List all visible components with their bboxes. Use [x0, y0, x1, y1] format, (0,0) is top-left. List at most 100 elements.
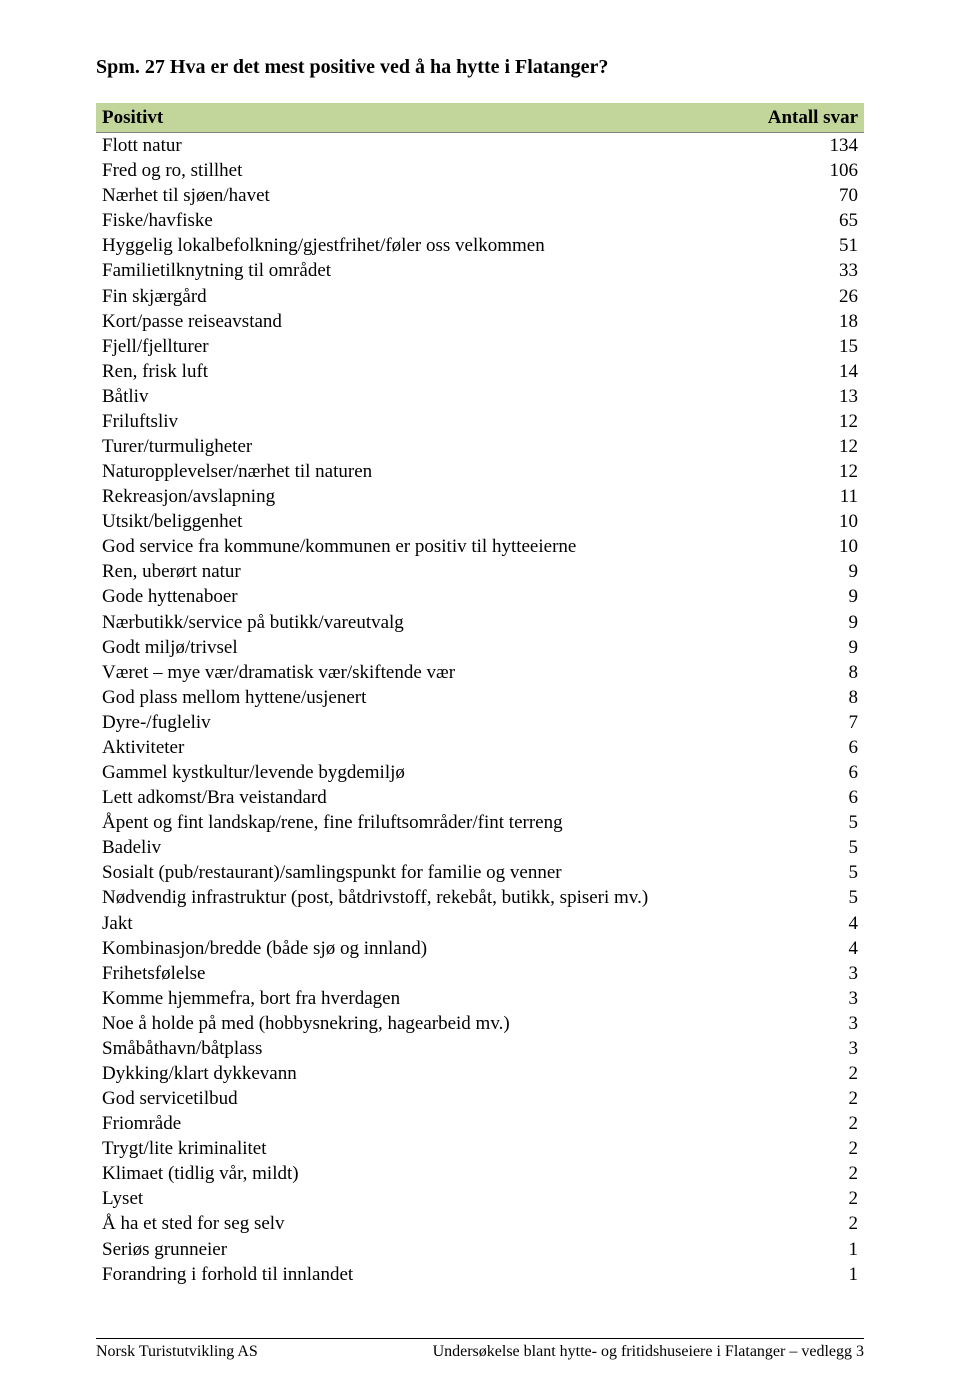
table-row: Seriøs grunneier1 [96, 1237, 864, 1262]
row-value: 3 [745, 986, 864, 1011]
row-value: 2 [745, 1136, 864, 1161]
table-row: God servicetilbud2 [96, 1086, 864, 1111]
row-label: God service fra kommune/kommunen er posi… [96, 534, 745, 559]
row-value: 5 [745, 860, 864, 885]
row-value: 9 [745, 559, 864, 584]
table-row: Ren, uberørt natur9 [96, 559, 864, 584]
row-value: 1 [745, 1262, 864, 1287]
row-value: 33 [745, 258, 864, 283]
row-label: Nærbutikk/service på butikk/vareutvalg [96, 610, 745, 635]
row-label: Fiske/havfiske [96, 208, 745, 233]
row-label: Godt miljø/trivsel [96, 635, 745, 660]
row-value: 106 [745, 158, 864, 183]
row-label: Åpent og fint landskap/rene, fine friluf… [96, 810, 745, 835]
row-label: God servicetilbud [96, 1086, 745, 1111]
row-value: 26 [745, 284, 864, 309]
row-label: Været – mye vær/dramatisk vær/skiftende … [96, 660, 745, 685]
row-value: 2 [745, 1186, 864, 1211]
row-label: Hyggelig lokalbefolkning/gjestfrihet/føl… [96, 233, 745, 258]
table-row: Nærhet til sjøen/havet70 [96, 183, 864, 208]
row-label: Kombinasjon/bredde (både sjø og innland) [96, 936, 745, 961]
table-row: Gode hyttenaboer9 [96, 584, 864, 609]
table-row: Friområde2 [96, 1111, 864, 1136]
table-row: Åpent og fint landskap/rene, fine friluf… [96, 810, 864, 835]
row-label: Nærhet til sjøen/havet [96, 183, 745, 208]
row-label: Noe å holde på med (hobbysnekring, hagea… [96, 1011, 745, 1036]
row-value: 10 [745, 509, 864, 534]
table-row: Fiske/havfiske65 [96, 208, 864, 233]
row-value: 13 [745, 384, 864, 409]
row-label: Friområde [96, 1111, 745, 1136]
row-value: 4 [745, 911, 864, 936]
row-label: Gode hyttenaboer [96, 584, 745, 609]
page: Spm. 27 Hva er det mest positive ved å h… [0, 0, 960, 1397]
col-header-positivt: Positivt [96, 103, 745, 133]
row-label: Fjell/fjellturer [96, 334, 745, 359]
row-value: 2 [745, 1161, 864, 1186]
table-row: Fred og ro, stillhet106 [96, 158, 864, 183]
table-row: Hyggelig lokalbefolkning/gjestfrihet/føl… [96, 233, 864, 258]
table-row: Trygt/lite kriminalitet2 [96, 1136, 864, 1161]
row-value: 65 [745, 208, 864, 233]
table-row: God service fra kommune/kommunen er posi… [96, 534, 864, 559]
row-label: Friluftsliv [96, 409, 745, 434]
row-label: Sosialt (pub/restaurant)/samlingspunkt f… [96, 860, 745, 885]
table-row: Klimaet (tidlig vår, mildt)2 [96, 1161, 864, 1186]
row-label: Frihetsfølelse [96, 961, 745, 986]
row-label: God plass mellom hyttene/usjenert [96, 685, 745, 710]
table-row: Været – mye vær/dramatisk vær/skiftende … [96, 660, 864, 685]
table-row: Dykking/klart dykkevann2 [96, 1061, 864, 1086]
row-label: Lyset [96, 1186, 745, 1211]
row-label: Rekreasjon/avslapning [96, 484, 745, 509]
table-row: Komme hjemmefra, bort fra hverdagen3 [96, 986, 864, 1011]
row-value: 1 [745, 1237, 864, 1262]
table-row: Fin skjærgård26 [96, 284, 864, 309]
row-value: 2 [745, 1111, 864, 1136]
row-value: 5 [745, 835, 864, 860]
row-value: 7 [745, 710, 864, 735]
row-label: Ren, frisk luft [96, 359, 745, 384]
row-value: 3 [745, 1036, 864, 1061]
table-row: Badeliv5 [96, 835, 864, 860]
page-footer: Norsk Turistutvikling AS Undersøkelse bl… [96, 1338, 864, 1361]
table-row: Kombinasjon/bredde (både sjø og innland)… [96, 936, 864, 961]
row-label: Utsikt/beliggenhet [96, 509, 745, 534]
row-value: 6 [745, 735, 864, 760]
row-label: Fin skjærgård [96, 284, 745, 309]
row-label: Turer/turmuligheter [96, 434, 745, 459]
table-row: Å ha et sted for seg selv2 [96, 1211, 864, 1236]
table-row: Båtliv13 [96, 384, 864, 409]
row-value: 5 [745, 885, 864, 910]
row-label: Fred og ro, stillhet [96, 158, 745, 183]
row-value: 9 [745, 635, 864, 660]
row-value: 2 [745, 1061, 864, 1086]
table-row: Gammel kystkultur/levende bygdemiljø6 [96, 760, 864, 785]
row-label: Komme hjemmefra, bort fra hverdagen [96, 986, 745, 1011]
table-row: Småbåthavn/båtplass3 [96, 1036, 864, 1061]
table-row: Familietilknytning til området33 [96, 258, 864, 283]
row-label: Familietilknytning til området [96, 258, 745, 283]
row-value: 2 [745, 1211, 864, 1236]
row-value: 6 [745, 785, 864, 810]
table-row: Lett adkomst/Bra veistandard6 [96, 785, 864, 810]
table-row: Jakt4 [96, 911, 864, 936]
row-label: Å ha et sted for seg selv [96, 1211, 745, 1236]
row-label: Båtliv [96, 384, 745, 409]
table-row: Fjell/fjellturer15 [96, 334, 864, 359]
row-value: 11 [745, 484, 864, 509]
row-value: 2 [745, 1086, 864, 1111]
row-value: 5 [745, 810, 864, 835]
row-label: Klimaet (tidlig vår, mildt) [96, 1161, 745, 1186]
row-label: Jakt [96, 911, 745, 936]
row-label: Naturopplevelser/nærhet til naturen [96, 459, 745, 484]
data-table: Positivt Antall svar Flott natur134Fred … [96, 103, 864, 1287]
row-label: Flott natur [96, 133, 745, 159]
table-row: Dyre-/fugleliv7 [96, 710, 864, 735]
row-label: Ren, uberørt natur [96, 559, 745, 584]
row-value: 8 [745, 685, 864, 710]
row-value: 9 [745, 610, 864, 635]
table-row: God plass mellom hyttene/usjenert8 [96, 685, 864, 710]
row-label: Badeliv [96, 835, 745, 860]
footer-right: Undersøkelse blant hytte- og fritidshuse… [433, 1343, 864, 1361]
table-row: Nærbutikk/service på butikk/vareutvalg9 [96, 610, 864, 635]
